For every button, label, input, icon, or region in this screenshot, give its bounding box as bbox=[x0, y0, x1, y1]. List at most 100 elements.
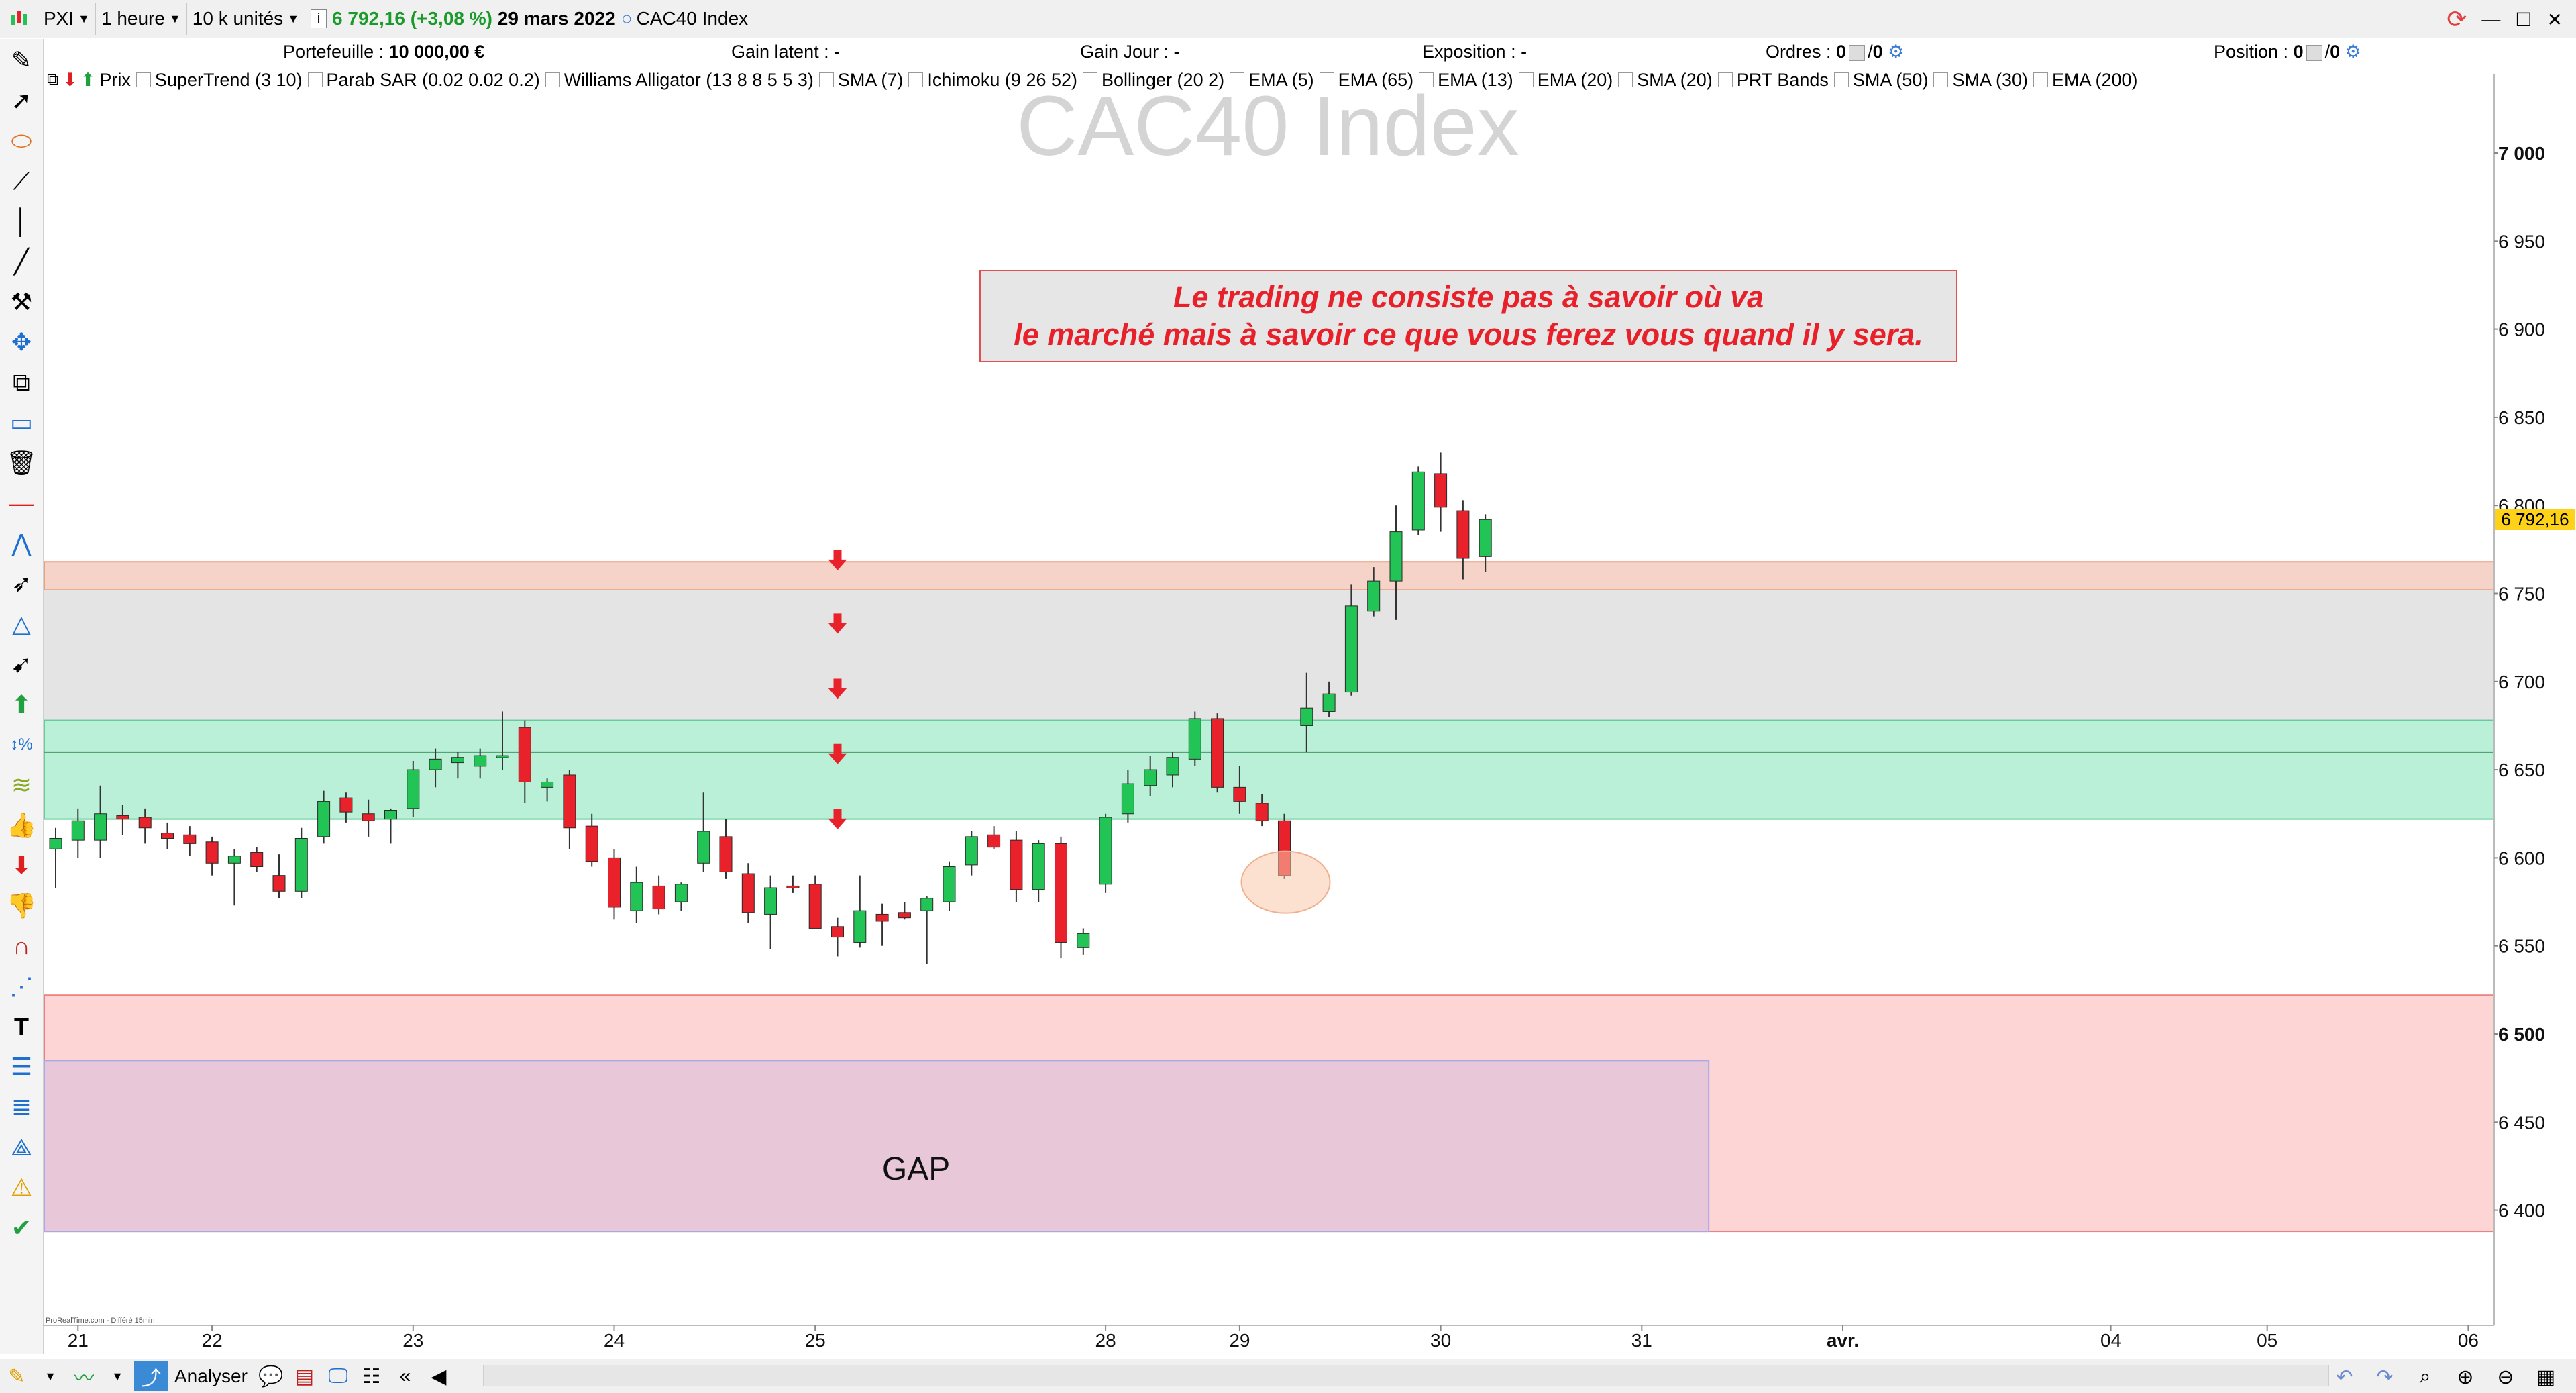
indicator-item[interactable]: PRT Bands bbox=[1717, 70, 1829, 91]
indicator-checkbox[interactable] bbox=[1833, 72, 1849, 87]
arrow-up-icon[interactable]: ⬆ bbox=[80, 69, 96, 90]
symbol-selector[interactable]: PXI ▼ bbox=[38, 3, 96, 35]
indicator-checkbox[interactable] bbox=[1083, 72, 1097, 87]
indicator-item[interactable]: EMA (200) bbox=[2033, 70, 2138, 91]
zoom-out-icon[interactable]: ⊖ bbox=[2497, 1365, 2514, 1388]
pen-icon[interactable]: ✎ bbox=[11, 46, 32, 74]
indicator-item[interactable]: EMA (13) bbox=[1419, 70, 1513, 91]
indicator-checkbox[interactable] bbox=[908, 72, 924, 87]
list-icon[interactable]: ☷ bbox=[362, 1365, 381, 1388]
minimize-icon[interactable]: — bbox=[2481, 9, 2501, 30]
indicator-checkbox[interactable] bbox=[307, 72, 323, 87]
close-icon[interactable]: ✕ bbox=[2546, 9, 2563, 30]
indicator-checkbox[interactable] bbox=[1618, 72, 1633, 87]
thumb-down-icon[interactable]: 👎 bbox=[6, 892, 37, 919]
table-icon[interactable]: ▤ bbox=[294, 1365, 315, 1388]
maximize-icon[interactable]: ☐ bbox=[2515, 9, 2532, 30]
share-icon[interactable]: ⤴ bbox=[134, 1361, 168, 1391]
indicator-checkbox[interactable] bbox=[1518, 72, 1534, 87]
orders-box-icon[interactable] bbox=[1849, 44, 1866, 61]
check-icon[interactable]: ✔ bbox=[11, 1214, 32, 1241]
cursor-icon[interactable]: ➚ bbox=[11, 87, 32, 114]
thumb-up-icon[interactable]: 👍 bbox=[6, 811, 37, 839]
fan-icon[interactable]: ⋰ bbox=[9, 972, 34, 1000]
units-selector[interactable]: 10 k unités ▼ bbox=[187, 3, 306, 35]
indicator-checkbox[interactable] bbox=[818, 72, 834, 87]
indicator-item[interactable]: SMA (50) bbox=[1833, 70, 1928, 91]
circle-icon: ○ bbox=[621, 8, 633, 29]
indicator-item[interactable]: Parab SAR (0.02 0.02 0.2) bbox=[307, 70, 540, 91]
horizontal-scrollbar[interactable] bbox=[483, 1365, 2329, 1386]
indicator-checkbox[interactable] bbox=[1933, 72, 1949, 87]
indicator-item[interactable]: EMA (65) bbox=[1319, 70, 1413, 91]
indicator-checkbox[interactable] bbox=[1717, 72, 1733, 87]
window-icon[interactable]: ⧉ bbox=[47, 70, 59, 89]
indicator-item[interactable]: EMA (20) bbox=[1518, 70, 1613, 91]
grid-icon[interactable]: ▦ bbox=[2536, 1365, 2556, 1388]
pattern-icon[interactable]: ⋀ bbox=[11, 529, 32, 557]
undo-icon[interactable]: ↶ bbox=[2336, 1365, 2353, 1388]
segment-icon[interactable]: ⟋ bbox=[13, 166, 30, 195]
magnet-icon[interactable]: ∩ bbox=[13, 932, 30, 960]
trash-icon[interactable]: 🗑 bbox=[6, 449, 37, 476]
alert-icon[interactable]: ⚠ bbox=[10, 1174, 33, 1201]
tools-icon[interactable]: ⚒ bbox=[10, 288, 33, 315]
indicator-item[interactable]: SMA (7) bbox=[818, 70, 903, 91]
move-icon[interactable]: ✥ bbox=[11, 328, 32, 356]
indicator-item[interactable]: SuperTrend (3 10) bbox=[136, 70, 303, 91]
fib-level-icon[interactable]: ☰ bbox=[10, 1053, 33, 1080]
indicator-item[interactable]: Williams Alligator (13 8 8 5 5 3) bbox=[545, 70, 814, 91]
percent-icon[interactable]: ↕% bbox=[10, 735, 33, 754]
red-arrow-down-icon[interactable]: ⬇ bbox=[11, 852, 32, 879]
indicator-checkbox[interactable] bbox=[1230, 72, 1245, 87]
chevron-down-icon[interactable]: ▼ bbox=[111, 1369, 123, 1383]
chart-type-icon[interactable] bbox=[0, 3, 38, 35]
indicator-checkbox[interactable] bbox=[1419, 72, 1434, 87]
indicator-checkbox[interactable] bbox=[1319, 72, 1334, 87]
indicator-checkbox[interactable] bbox=[2033, 72, 2048, 87]
indicator-icon[interactable]: 〰 bbox=[74, 1368, 94, 1390]
indicator-item[interactable]: Prix bbox=[99, 70, 131, 91]
indicator-item[interactable]: SMA (20) bbox=[1618, 70, 1713, 91]
arrow-icon[interactable]: ➹ bbox=[11, 650, 32, 678]
green-arrow-up-icon[interactable]: ⬆ bbox=[11, 690, 32, 718]
info-icon[interactable]: i bbox=[311, 9, 327, 28]
arrow-down-icon[interactable]: ⬇ bbox=[62, 69, 78, 90]
vertical-line-icon[interactable]: │ bbox=[13, 207, 30, 235]
redo-icon[interactable]: ↷ bbox=[2376, 1365, 2394, 1388]
indicator-item[interactable]: EMA (5) bbox=[1230, 70, 1314, 91]
indicator-item[interactable]: Ichimoku (9 26 52) bbox=[908, 70, 1077, 91]
chat-icon[interactable]: 💬 bbox=[258, 1365, 284, 1388]
zoom-fit-icon[interactable]: ⌕ bbox=[2419, 1365, 2431, 1388]
chevron-down-icon[interactable]: ▼ bbox=[44, 1369, 56, 1383]
settings-icon[interactable]: ⚙ bbox=[1888, 42, 1904, 62]
analyser-button[interactable]: Analyser bbox=[174, 1365, 248, 1386]
refresh-icon[interactable]: ⟳ bbox=[2447, 5, 2467, 33]
settings-icon[interactable]: ⚙ bbox=[2345, 42, 2361, 62]
zoom-in-icon[interactable]: ⊕ bbox=[2457, 1365, 2474, 1388]
screen-icon[interactable]: 🖵 bbox=[328, 1365, 348, 1387]
position-box-icon[interactable] bbox=[2306, 44, 2322, 61]
arrow-line-icon[interactable]: ➶ bbox=[11, 570, 32, 597]
scroll-left-icon[interactable]: ◀ bbox=[431, 1365, 447, 1388]
draw-icon[interactable]: ✎ bbox=[8, 1365, 25, 1388]
timeframe-selector[interactable]: 1 heure ▼ bbox=[96, 3, 187, 35]
y-tick-label: 6 650 bbox=[2498, 760, 2545, 780]
fib-fan-icon[interactable]: ⟁ bbox=[10, 1133, 33, 1161]
copy-icon[interactable]: ⧉ bbox=[13, 368, 30, 396]
indicator-checkbox[interactable] bbox=[545, 72, 560, 87]
candle-body bbox=[1211, 718, 1224, 788]
fibonacci-icon[interactable]: ≋ bbox=[11, 771, 32, 798]
fib-retracement-icon[interactable]: ≣ bbox=[11, 1093, 32, 1121]
rectangle-icon[interactable]: ▭ bbox=[9, 409, 33, 436]
trendline-icon[interactable]: ╱ bbox=[14, 248, 29, 275]
horizontal-line-icon[interactable]: — bbox=[9, 489, 34, 517]
text-icon[interactable]: T bbox=[14, 1013, 29, 1040]
ellipse-icon[interactable]: ⬭ bbox=[11, 126, 32, 154]
collapse-icon[interactable]: « bbox=[399, 1365, 411, 1387]
indicator-item[interactable]: Bollinger (20 2) bbox=[1083, 70, 1224, 91]
indicator-checkbox[interactable] bbox=[136, 72, 151, 87]
indicator-item[interactable]: SMA (30) bbox=[1933, 70, 2028, 91]
triangle-icon[interactable]: △ bbox=[12, 610, 31, 637]
